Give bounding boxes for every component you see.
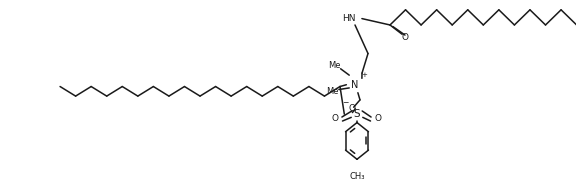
Text: O: O: [401, 33, 408, 42]
Text: O: O: [348, 104, 355, 113]
Text: Me: Me: [325, 87, 338, 96]
Text: O: O: [374, 114, 381, 123]
Text: HN: HN: [343, 14, 356, 23]
Text: −: −: [342, 98, 348, 107]
Text: O: O: [332, 114, 339, 123]
Text: S: S: [354, 109, 361, 119]
Text: CH₃: CH₃: [349, 172, 365, 179]
Text: Me: Me: [328, 61, 341, 70]
Text: +: +: [361, 72, 367, 78]
Text: N: N: [351, 80, 359, 90]
